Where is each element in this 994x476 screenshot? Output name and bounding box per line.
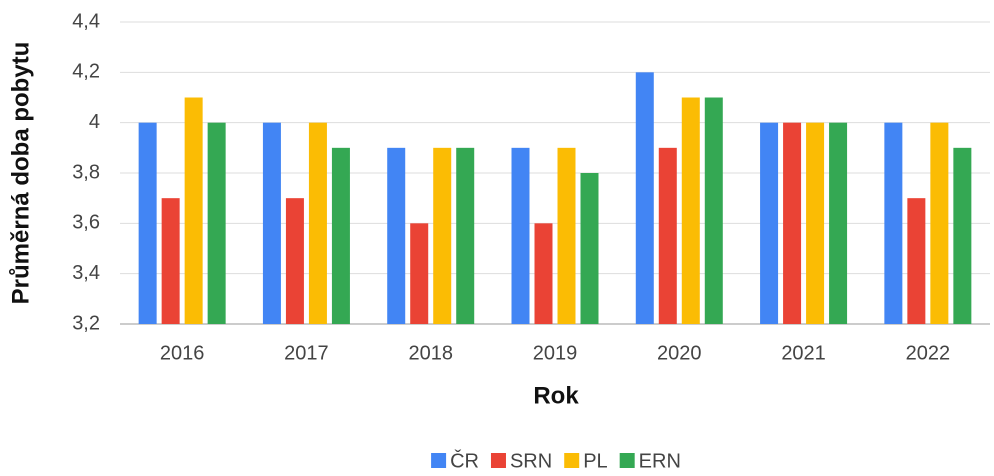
- bar: [207, 122, 226, 325]
- bar: [511, 147, 530, 324]
- bar: [138, 122, 157, 325]
- bar: [161, 198, 180, 324]
- bar: [410, 223, 429, 324]
- bar: [534, 223, 553, 324]
- x-tick-label: 2022: [906, 342, 951, 364]
- legend-label: SRN: [510, 450, 552, 472]
- legend-label: PL: [583, 450, 607, 472]
- bar: [681, 97, 700, 324]
- bar: [907, 198, 926, 324]
- bar: [456, 147, 475, 324]
- bar: [262, 122, 281, 325]
- bar: [184, 97, 203, 324]
- bar: [783, 122, 802, 325]
- bar: [884, 122, 903, 325]
- y-tick-label: 3,6: [72, 212, 100, 234]
- bar: [829, 122, 848, 325]
- y-tick-label: 4,2: [72, 61, 100, 83]
- y-axis-title: Průměrná doba pobytu: [7, 42, 34, 305]
- bar: [635, 72, 654, 324]
- y-tick-label: 4,4: [72, 10, 100, 32]
- bar: [953, 147, 972, 324]
- bar: [704, 97, 723, 324]
- y-tick-label: 3,2: [72, 312, 100, 334]
- x-tick-label: 2021: [781, 342, 826, 364]
- x-axis-title: Rok: [533, 382, 579, 409]
- x-tick-label: 2017: [284, 342, 329, 364]
- x-tick-label: 2016: [160, 342, 205, 364]
- bar: [285, 198, 304, 324]
- bar: [806, 122, 825, 325]
- bar: [580, 173, 599, 324]
- x-tick-label: 2018: [408, 342, 453, 364]
- bar: [387, 147, 406, 324]
- legend-swatch: [619, 453, 635, 468]
- bar: [930, 122, 949, 325]
- y-tick-label: 4: [89, 111, 100, 133]
- y-tick-label: 3,8: [72, 161, 100, 183]
- bar: [658, 147, 677, 324]
- legend-swatch: [431, 453, 447, 468]
- x-tick-label: 2020: [657, 342, 702, 364]
- legend-swatch: [490, 453, 506, 468]
- bar: [433, 147, 452, 324]
- legend-label: ČR: [450, 449, 479, 472]
- legend-label: ERN: [639, 450, 681, 472]
- bar: [557, 147, 576, 324]
- legend-swatch: [564, 453, 580, 468]
- bar: [331, 147, 350, 324]
- bar: [760, 122, 779, 325]
- bar: [308, 122, 327, 325]
- y-tick-label: 3,4: [72, 262, 100, 284]
- x-tick-label: 2019: [533, 342, 578, 364]
